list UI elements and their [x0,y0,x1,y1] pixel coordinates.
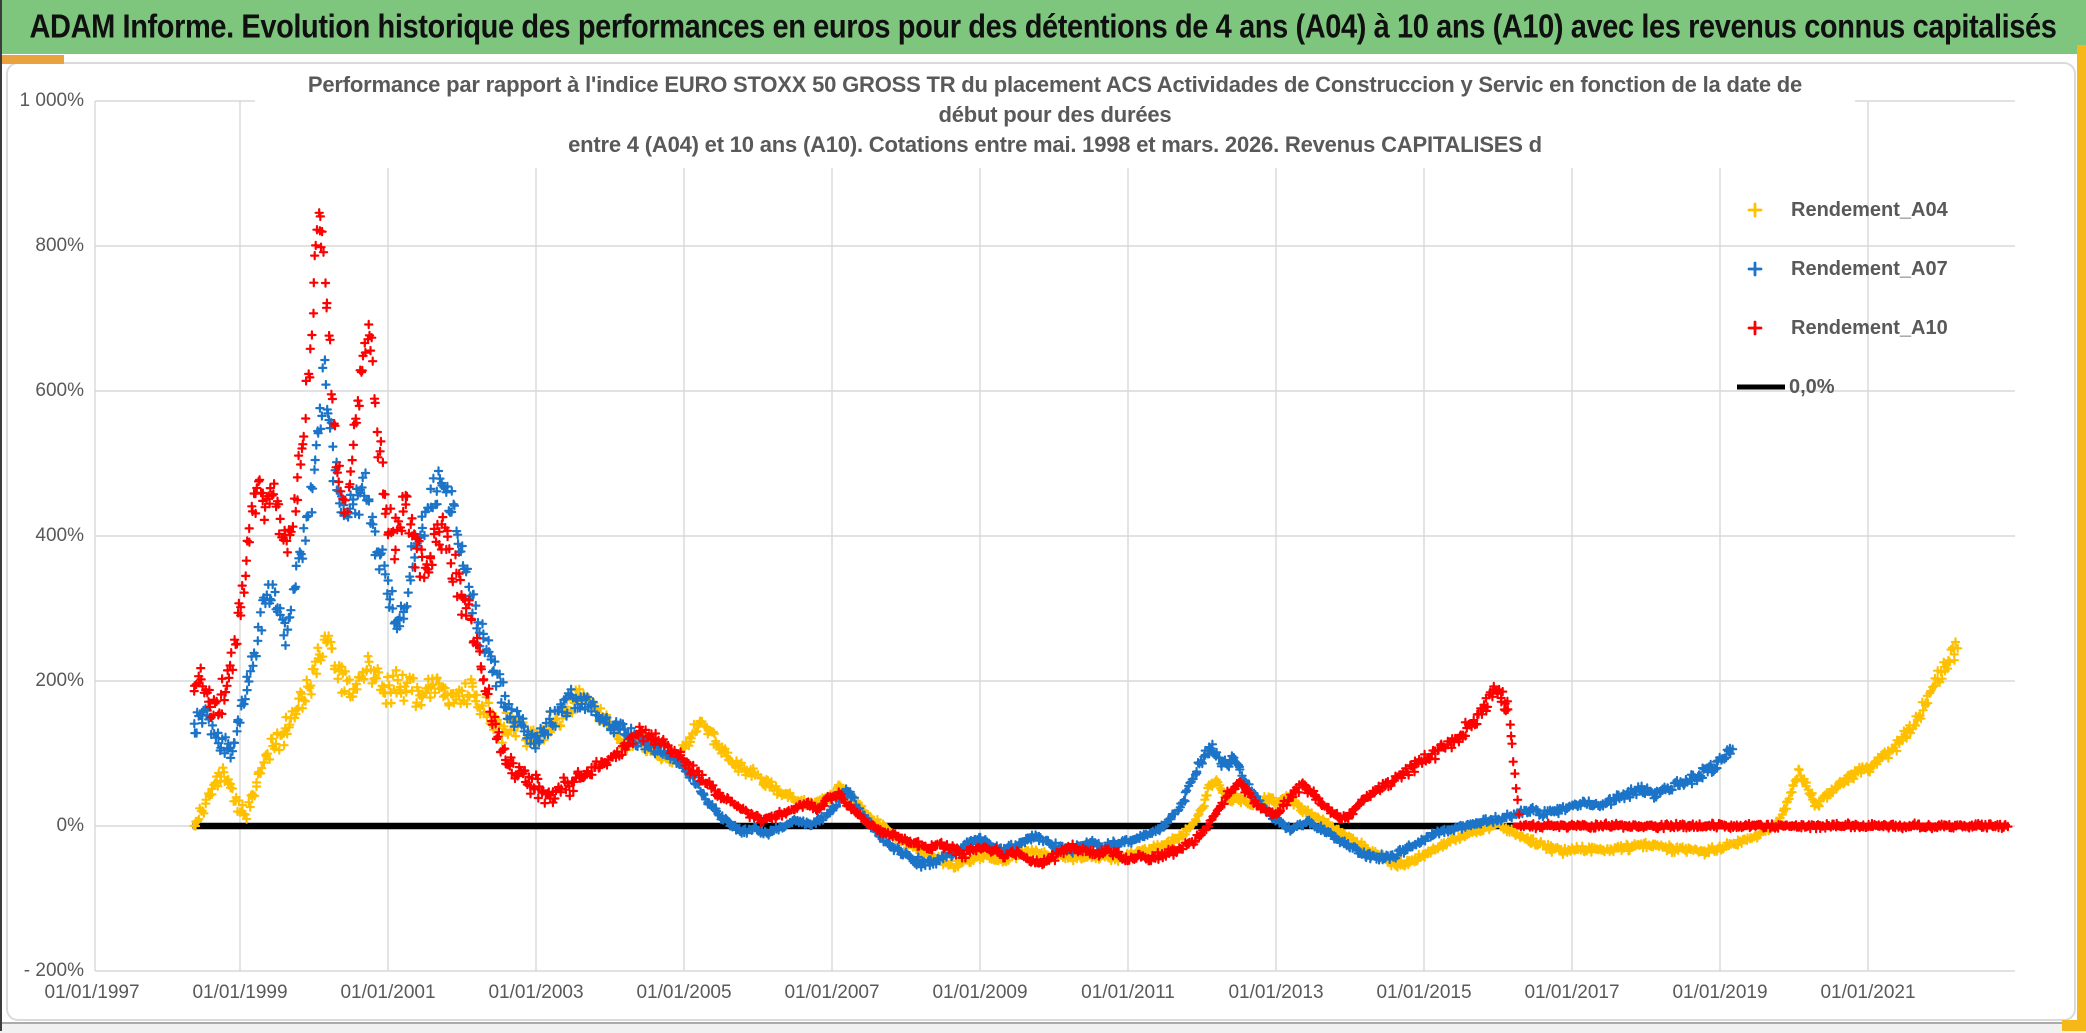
x-axis-label: 01/01/2001 [340,982,436,1003]
x-axis-label: 01/01/2019 [1672,982,1768,1003]
chart-title-line-1: Performance par rapport à l'indice EURO … [307,72,1803,97]
plus-marker-icon [1747,202,1763,218]
x-axis-label: 01/01/2009 [932,982,1028,1003]
x-axis-label: 01/01/2013 [1228,982,1324,1003]
x-axis-label: 01/01/2017 [1524,982,1620,1003]
series-rendement_a04-points [189,631,1963,873]
y-axis-label: 800% [35,235,84,256]
x-axis-label: 01/01/2011 [1081,982,1175,1003]
gold-corner [2062,1020,2086,1031]
legend-item-rendement-a04[interactable]: Rendement_A04 [1735,197,1948,223]
legend-label: Rendement_A04 [1791,198,1948,221]
x-axis-label: 01/01/2021 [1820,982,1916,1003]
bottom-band [0,1022,2086,1033]
x-axis-label: 01/01/1999 [192,982,288,1003]
y-axis-label: 400% [35,525,84,546]
y-axis-label: 600% [35,380,84,401]
x-axis-label: 01/01/2003 [488,982,584,1003]
page-left-border [0,0,2,1031]
x-axis-label: 01/01/2007 [784,982,880,1003]
x-axis-label: 01/01/2005 [636,982,732,1003]
plus-marker-icon [1747,320,1763,336]
app-title-bar: ADAM Informe. Evolution historique des p… [0,0,2086,54]
legend-label: Rendement_A07 [1791,257,1948,280]
gold-right-strip [2077,45,2086,1031]
legend-label: Rendement_A10 [1791,316,1948,339]
y-axis-label: 0% [56,815,84,836]
y-axis-label: 1 000% [19,90,84,111]
series-rendement_a07-points [189,355,1738,872]
x-axis-label: 01/01/2015 [1376,982,1472,1003]
chart-title: Performance par rapport à l'indice EURO … [255,64,1855,168]
x-axis-label: 01/01/1997 [44,982,140,1003]
app-title: ADAM Informe. Evolution historique des p… [29,7,2057,45]
legend-label: 0,0% [1789,375,1835,398]
gold-accent-chip [2,55,64,64]
series-rendement_a10-points [189,208,2013,870]
legend-item-rendement-a10[interactable]: Rendement_A10 [1735,315,1948,341]
y-axis-label: 200% [35,670,84,691]
line-marker-icon [1737,384,1785,390]
legend-item-rendement-a07[interactable]: Rendement_A07 [1735,256,1948,282]
y-axis-label: - 200% [23,960,84,981]
legend-item-0-0-[interactable]: 0,0% [1735,374,1948,400]
legend: Rendement_A04 Rendement_A07 Rendement_A10 0… [1735,197,1948,433]
chart-title-line-2: début pour des durées [938,102,1172,127]
chart-title-line-3: entre 4 (A04) et 10 ans (A10). Cotations… [568,132,1542,157]
plus-marker-icon [1747,261,1763,277]
